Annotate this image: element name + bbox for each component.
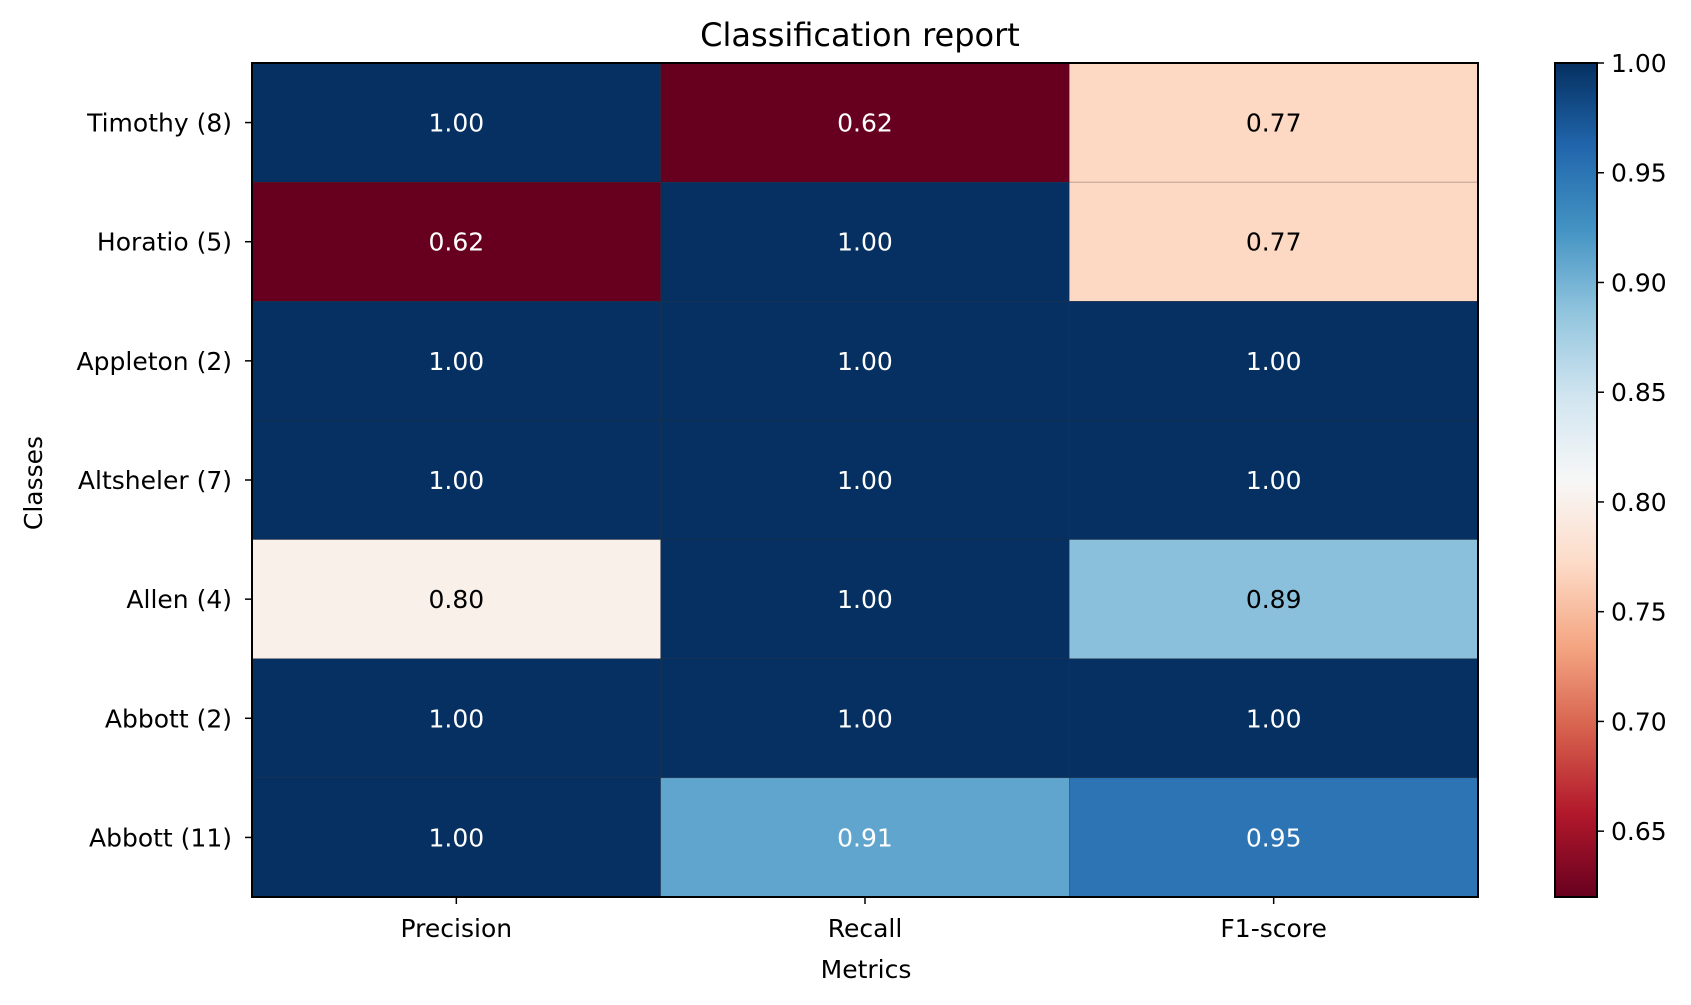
chart-title: Classification report: [700, 16, 1020, 54]
colorbar-tick-label: 0.90: [1611, 268, 1667, 297]
colorbar: 0.65 0.70 0.75 0.80 0.85 0.90 0.95 1.00: [1554, 49, 1667, 898]
colorbar-frame: [1554, 62, 1598, 898]
heatmap-cell: [660, 658, 1070, 779]
cell-value-label: 1.00: [837, 704, 893, 733]
heatmap-cell: [660, 62, 1070, 183]
cell-value-label: 1.00: [1246, 466, 1302, 495]
x-axis-ticks: Precision Recall F1-score: [401, 897, 1327, 943]
y-tick-label: Horatio (5): [97, 228, 232, 257]
y-tick-label: Abbott (2): [105, 704, 232, 733]
cell-value-label: 0.80: [428, 585, 484, 614]
y-tick-label: Timothy (8): [86, 109, 232, 138]
heatmap-cell: [660, 181, 1070, 302]
y-tick-label: Abbott (11): [89, 823, 232, 852]
cell-value-label: 1.00: [837, 466, 893, 495]
x-tick-label: Recall: [828, 914, 903, 943]
cell-value-label: 1.00: [837, 347, 893, 376]
heatmap-cell: [1069, 181, 1479, 302]
heatmap-cell: [251, 181, 661, 302]
heatmap-cell: [1069, 420, 1479, 540]
colorbar-tick-label: 0.95: [1611, 159, 1667, 188]
y-axis-ticks: Timothy (8) Horatio (5) Appleton (2) Altshe…: [77, 109, 252, 852]
heatmap-cell-labels: 1.00 0.62 0.77 0.62 1.00 0.77 1.00 1.00 1.00 1.00…: [428, 109, 1301, 853]
colorbar-ticks: 0.65 0.70 0.75 0.80 0.85 0.90 0.95 1.00: [1597, 49, 1667, 846]
heatmap-cell: [1069, 539, 1479, 659]
heatmap-cells: [251, 62, 1479, 898]
heatmap-cell: [660, 777, 1070, 898]
cell-value-label: 0.89: [1246, 585, 1302, 614]
y-axis-label: Classes: [19, 436, 48, 530]
cell-value-label: 1.00: [428, 823, 484, 852]
cell-value-label: 1.00: [837, 585, 893, 614]
colorbar-gradient: [1555, 63, 1597, 897]
x-tick-label: F1-score: [1220, 914, 1326, 943]
cell-value-label: 1.00: [1246, 704, 1302, 733]
cell-value-label: 1.00: [837, 228, 893, 257]
heatmap-cell: [251, 658, 661, 779]
cell-value-label: 0.62: [837, 109, 893, 138]
colorbar-tick-label: 0.75: [1611, 598, 1667, 627]
y-tick-label: Allen (4): [126, 585, 232, 614]
x-tick-label: Precision: [401, 914, 513, 943]
cell-value-label: 1.00: [428, 347, 484, 376]
y-tick-label: Altsheler (7): [78, 466, 232, 495]
cell-value-label: 0.77: [1246, 228, 1302, 257]
cell-value-label: 1.00: [428, 466, 484, 495]
cell-value-label: 0.62: [428, 228, 484, 257]
heatmap-cell: [1069, 658, 1479, 779]
colorbar-tick-label: 0.80: [1611, 488, 1667, 517]
cell-value-label: 0.95: [1246, 823, 1302, 852]
cell-value-label: 0.91: [837, 823, 893, 852]
heatmap-cell: [251, 777, 661, 898]
heatmap-cell: [660, 301, 1070, 421]
heatmap-cell: [660, 539, 1070, 659]
x-axis-label: Metrics: [821, 955, 912, 984]
cell-value-label: 1.00: [428, 109, 484, 138]
heatmap-cell: [251, 539, 661, 659]
heatmap-cell: [1069, 777, 1479, 898]
cell-value-label: 0.77: [1246, 109, 1302, 138]
cell-value-label: 1.00: [428, 704, 484, 733]
y-tick-label: Appleton (2): [77, 347, 232, 376]
colorbar-tick-label: 1.00: [1611, 49, 1667, 78]
cell-value-label: 1.00: [1246, 347, 1302, 376]
heatmap-cell: [251, 420, 661, 540]
colorbar-tick-label: 0.70: [1611, 707, 1667, 736]
heatmap-cell: [251, 62, 661, 183]
heatmap-cell: [251, 301, 661, 421]
colorbar-tick-label: 0.65: [1611, 817, 1667, 846]
colorbar-tick-label: 0.85: [1611, 378, 1667, 407]
